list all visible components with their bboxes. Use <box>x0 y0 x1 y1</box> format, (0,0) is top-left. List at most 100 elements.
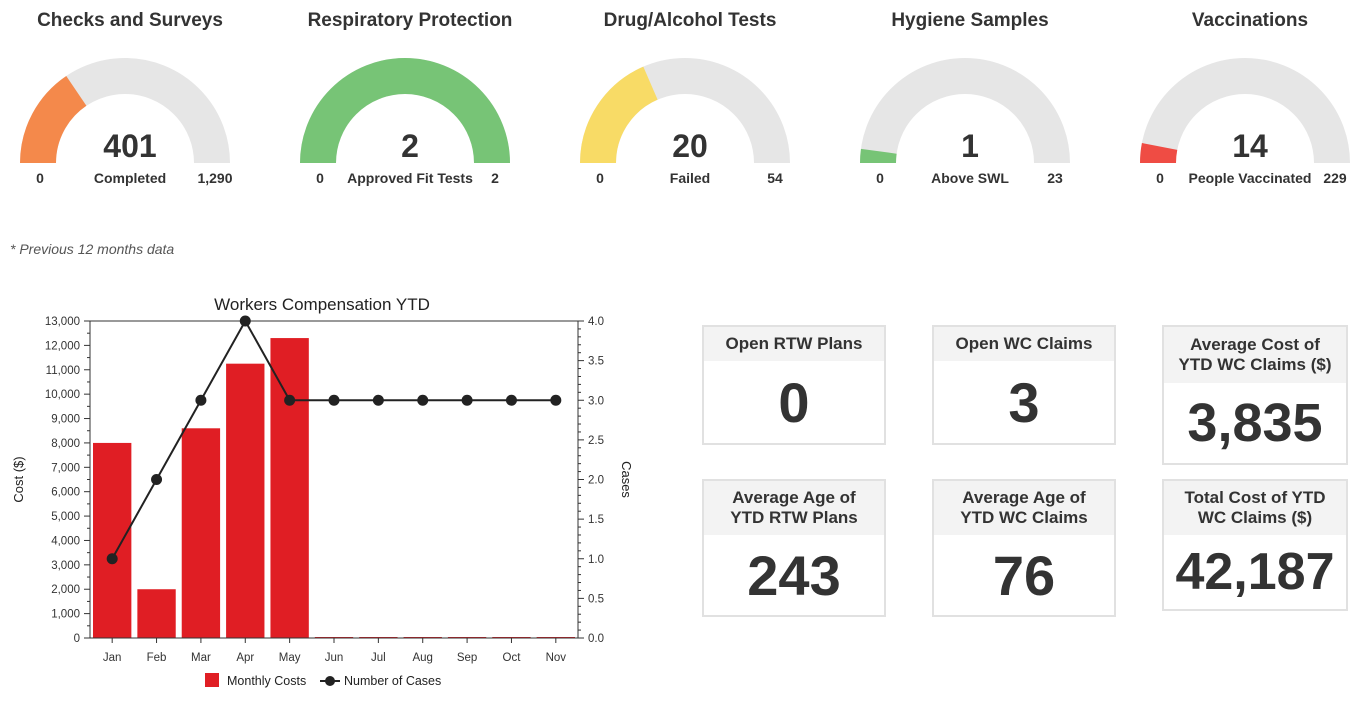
y-axis-label: Cost ($) <box>11 456 26 502</box>
y-tick-label: 7,000 <box>51 462 80 474</box>
gauge-fill <box>580 66 659 164</box>
gauge-respiratory-protection: Respiratory Protection 2 0 Approved Fit … <box>280 0 540 200</box>
x-tick-label: Sep <box>457 652 477 664</box>
bar-mar <box>181 428 221 638</box>
kpi-average-cost-wc-claims: Average Cost of YTD WC Claims ($) 3,835 <box>1162 325 1348 465</box>
y-tick-label: 9,000 <box>51 414 80 426</box>
cases-point-jul <box>372 394 384 406</box>
y2-tick-label: 1.5 <box>588 514 604 526</box>
x-tick-label: Jun <box>325 652 344 664</box>
gauge-title: Respiratory Protection <box>307 10 513 31</box>
gauge-arc <box>1140 58 1350 164</box>
gauge-arc <box>20 58 230 164</box>
y-tick-label: 11,000 <box>46 365 80 377</box>
y-tick-label: 10,000 <box>45 389 80 401</box>
gauge-value: 401 <box>103 128 157 164</box>
gauge-track <box>860 58 1070 164</box>
y2-axis-label: Cases <box>619 461 634 498</box>
cases-point-apr <box>239 315 251 327</box>
kpi-value: 76 <box>992 543 1056 607</box>
kpi-value: 0 <box>778 370 810 434</box>
gauge-track <box>1140 58 1350 164</box>
gauge-min: 0 <box>876 170 884 186</box>
gauge-title: Hygiene Samples <box>891 10 1049 31</box>
kpi-title: Average Age of YTD WC Claims <box>934 481 1114 535</box>
kpi-value: 3 <box>1008 370 1040 434</box>
y2-tick-label: 0.0 <box>588 633 604 645</box>
y-tick-label: 12,000 <box>45 340 80 352</box>
gauge-value: 1 <box>961 128 979 164</box>
x-tick-label: Feb <box>147 652 167 664</box>
y2-tick-label: 2.5 <box>588 435 604 447</box>
cases-point-mar <box>195 394 207 406</box>
legend-label-cases: Number of Cases <box>344 674 441 688</box>
legend-label-costs: Monthly Costs <box>227 674 306 688</box>
gauge-label: Above SWL <box>931 170 1009 186</box>
kpi-value: 3,835 <box>1187 393 1323 453</box>
y2-tick-label: 3.5 <box>588 356 604 368</box>
cases-point-jan <box>106 553 118 565</box>
gauge-fill <box>1140 143 1178 164</box>
cases-point-sep <box>461 394 473 406</box>
kpi-value: 243 <box>747 543 841 607</box>
gauge-vaccinations: Vaccinations 14 0 People Vaccinated 229 <box>1120 0 1372 200</box>
kpi-title: Open WC Claims <box>934 327 1114 361</box>
y-tick-label: 8,000 <box>51 438 80 450</box>
kpi-open-rtw-plans: Open RTW Plans 0 <box>702 325 886 445</box>
gauge-arc <box>300 58 510 164</box>
x-tick-label: Apr <box>236 652 254 664</box>
gauge-title: Drug/Alcohol Tests <box>603 10 777 31</box>
kpi-title: Average Cost of YTD WC Claims ($) <box>1164 327 1346 383</box>
cases-point-aug <box>417 394 429 406</box>
gauge-fill <box>300 58 510 164</box>
y-tick-label: 6,000 <box>51 487 80 499</box>
kpi-title: Open RTW Plans <box>704 327 884 361</box>
cases-point-nov <box>550 394 562 406</box>
gauge-max: 23 <box>1047 170 1063 186</box>
gauge-min: 0 <box>1156 170 1164 186</box>
cases-point-oct <box>505 394 517 406</box>
y-tick-label: 2,000 <box>51 584 80 596</box>
gauge-label: People Vaccinated <box>1188 170 1312 186</box>
footnote: * Previous 12 months data <box>10 241 175 257</box>
bar-jan <box>93 442 132 638</box>
y2-tick-label: 4.0 <box>588 316 604 328</box>
gauge-min: 0 <box>36 170 44 186</box>
gauge-fill <box>20 75 87 164</box>
gauge-arc <box>860 58 1070 164</box>
y2-tick-label: 0.5 <box>588 593 604 605</box>
bar-feb <box>137 589 176 638</box>
x-tick-label: Nov <box>546 652 567 664</box>
gauge-title: Checks and Surveys <box>37 10 223 31</box>
cases-point-may <box>284 394 296 406</box>
y-tick-label: 4,000 <box>51 535 80 547</box>
y-tick-label: 1,000 <box>51 609 80 621</box>
kpi-title: Average Age of YTD RTW Plans <box>704 481 884 535</box>
gauge-title: Vaccinations <box>1191 10 1309 31</box>
kpi-average-age-wc-claims: Average Age of YTD WC Claims 76 <box>932 479 1116 617</box>
gauge-min: 0 <box>596 170 604 186</box>
gauge-label: Failed <box>669 170 711 186</box>
chart-title: Workers Compensation YTD <box>214 295 430 314</box>
workers-compensation-chart: Workers Compensation YTD 0 1,000 2,000 3,000… <box>11 295 634 688</box>
gauge-hygiene-samples: Hygiene Samples 1 0 Above SWL 23 <box>840 0 1100 200</box>
gauge-value: 20 <box>672 128 708 164</box>
x-tick-label: Mar <box>191 652 211 664</box>
kpi-average-age-rtw-plans: Average Age of YTD RTW Plans 243 <box>702 479 886 617</box>
cases-point-jun <box>328 394 340 406</box>
x-tick-label: Jan <box>103 652 122 664</box>
kpi-title: Total Cost of YTD WC Claims ($) <box>1164 481 1346 535</box>
gauge-max: 2 <box>491 170 499 186</box>
y-tick-label: 0 <box>74 633 80 645</box>
gauge-arc <box>580 58 790 164</box>
gauge-label: Completed <box>93 170 167 186</box>
kpi-value: 42,187 <box>1175 543 1335 601</box>
legend-marker-cases <box>325 676 335 686</box>
kpi-total-cost-wc-claims: Total Cost of YTD WC Claims ($) 42,187 <box>1162 479 1348 611</box>
x-tick-label: May <box>279 652 301 664</box>
gauge-checks-surveys: Checks and Surveys 401 0 Completed 1,290 <box>0 0 260 200</box>
bar-apr <box>226 363 265 638</box>
y2-tick-label: 1.0 <box>588 554 604 566</box>
y-tick-label: 3,000 <box>51 560 80 572</box>
y-tick-label: 5,000 <box>51 511 80 523</box>
